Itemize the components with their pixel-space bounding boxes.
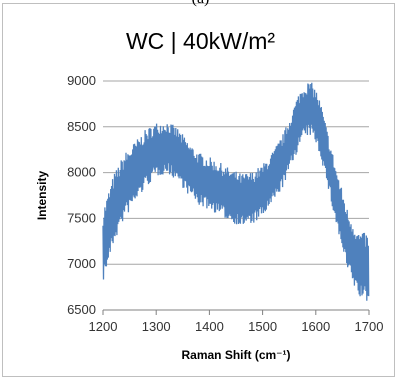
series-line: [102, 82, 370, 301]
y-tick-label: 8000: [67, 165, 96, 180]
y-tick-label: 7500: [67, 210, 96, 225]
y-tick-label: 9000: [67, 73, 96, 88]
y-axis-label: Intensity: [35, 171, 49, 221]
plot-area: [102, 82, 370, 301]
y-tick-label: 7000: [67, 256, 96, 271]
x-tick-label: 1400: [195, 319, 224, 334]
x-tick-label: 1700: [355, 319, 384, 334]
x-tick-label: 1500: [248, 319, 277, 334]
x-tick-label: 1600: [301, 319, 330, 334]
chart-title: WC | 40kW/m²: [125, 28, 276, 54]
x-tick-label: 1200: [89, 319, 118, 334]
y-tick-label: 8500: [67, 119, 96, 134]
x-axis-label: Raman Shift (cm⁻¹): [181, 348, 290, 362]
x-tick-label: 1300: [142, 319, 171, 334]
y-tick-label: 6500: [67, 302, 96, 317]
y-axis: 6500 7000 7500 8000 8500 9000: [67, 73, 96, 317]
x-axis: 1200 1300 1400 1500 1600 1700: [89, 309, 384, 334]
figure-caption: (a): [0, 0, 401, 8]
